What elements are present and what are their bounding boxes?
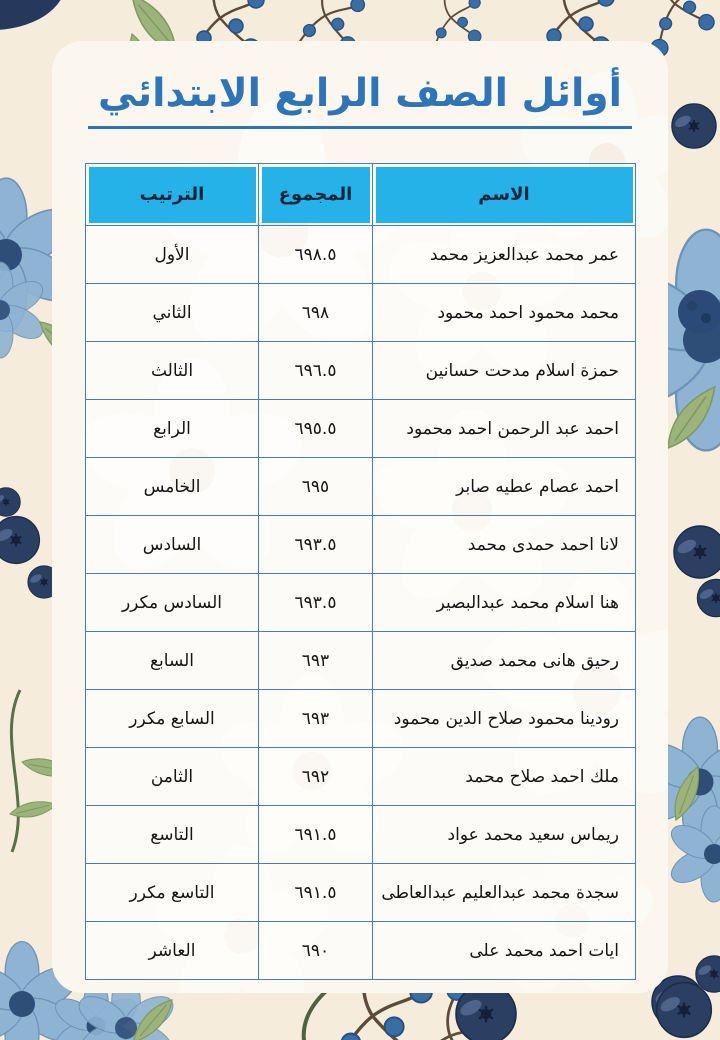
cell-total: ٦٩٥.٥ [258, 399, 373, 458]
cell-total: ٦٩٦.٥ [258, 341, 373, 400]
col-header-rank-label: الترتيب [139, 184, 205, 205]
cell-rank: التاسع مكرر [85, 863, 259, 922]
cell-total: ٦٩٣.٥ [258, 515, 373, 574]
cell-name: حمزة اسلام مدحت حسانين [372, 341, 636, 400]
cell-name: احمد عصام عطيه صابر [372, 457, 636, 516]
table-row: هنا اسلام محمد عبدالبصير ٦٩٣.٥ السادس مكرر [85, 573, 636, 632]
cell-rank: الثامن [85, 747, 259, 806]
cell-name: رودينا محمود صلاح الدين محمود [372, 689, 636, 748]
content-card: أوائل الصف الرابع الابتدائي الاسم المجمو… [52, 41, 668, 993]
table-row: رحيق هانى محمد صديق ٦٩٣ السابع [85, 631, 636, 690]
cell-total: ٦٩١.٥ [258, 863, 373, 922]
table-row: رودينا محمود صلاح الدين محمود ٦٩٣ السابع م… [85, 689, 636, 748]
title-section: أوائل الصف الرابع الابتدائي [52, 71, 668, 157]
cell-total: ٦٩٣.٥ [258, 573, 373, 632]
table-row: ريماس سعيد محمد عواد ٦٩١.٥ التاسع [85, 805, 636, 864]
cell-name: سجدة محمد عبدالعليم عبدالعاطى [372, 863, 636, 922]
col-header-total: المجموع [258, 163, 373, 226]
table-header-row: الاسم المجموع الترتيب [85, 163, 636, 226]
table-row: ملك احمد صلاح محمد ٦٩٢ الثامن [85, 747, 636, 806]
table-row: احمد عصام عطيه صابر ٦٩٥ الخامس [85, 457, 636, 516]
col-header-total-label: المجموع [278, 184, 353, 205]
table-row: لانا احمد حمدى محمد ٦٩٣.٥ السادس [85, 515, 636, 574]
cell-rank: الخامس [85, 457, 259, 516]
table-row: حمزة اسلام مدحت حسانين ٦٩٦.٥ الثالث [85, 341, 636, 400]
cell-total: ٦٩٠ [258, 921, 373, 980]
cell-name: ريماس سعيد محمد عواد [372, 805, 636, 864]
cell-name: ايات احمد محمد على [372, 921, 636, 980]
cell-total: ٦٩٨ [258, 283, 373, 342]
col-header-rank: الترتيب [85, 163, 259, 226]
col-header-name: الاسم [372, 163, 636, 226]
cell-rank: السادس مكرر [85, 573, 259, 632]
cell-total: ٦٩١.٥ [258, 805, 373, 864]
table-row: احمد عبد الرحمن احمد محمود ٦٩٥.٥ الرابع [85, 399, 636, 458]
cell-total: ٦٩٣ [258, 689, 373, 748]
cell-rank: الرابع [85, 399, 259, 458]
cell-name: احمد عبد الرحمن احمد محمود [372, 399, 636, 458]
cell-rank: السابع [85, 631, 259, 690]
cell-rank: التاسع [85, 805, 259, 864]
cell-name: عمر محمد عبدالعزيز محمد [372, 225, 636, 284]
cell-name: لانا احمد حمدى محمد [372, 515, 636, 574]
cell-rank: السابع مكرر [85, 689, 259, 748]
table-row: ايات احمد محمد على ٦٩٠ العاشر [85, 921, 636, 980]
col-header-name-label: الاسم [478, 184, 530, 205]
cell-rank: العاشر [85, 921, 259, 980]
table-row: عمر محمد عبدالعزيز محمد ٦٩٨.٥ الأول [85, 225, 636, 284]
cell-rank: الثالث [85, 341, 259, 400]
page-title: أوائل الصف الرابع الابتدائي [88, 71, 632, 129]
cell-name: رحيق هانى محمد صديق [372, 631, 636, 690]
results-table: الاسم المجموع الترتيب عمر محمد عبدالعزيز… [85, 163, 636, 980]
cell-total: ٦٩٢ [258, 747, 373, 806]
cell-name: محمد محمود احمد محمود [372, 283, 636, 342]
cell-rank: السادس [85, 515, 259, 574]
cell-rank: الثاني [85, 283, 259, 342]
table-body: عمر محمد عبدالعزيز محمد ٦٩٨.٥ الأول محمد مح… [85, 225, 636, 980]
cell-rank: الأول [85, 225, 259, 284]
table-row: محمد محمود احمد محمود ٦٩٨ الثاني [85, 283, 636, 342]
corner-blob [0, 0, 61, 30]
cell-name: ملك احمد صلاح محمد [372, 747, 636, 806]
table-row: سجدة محمد عبدالعليم عبدالعاطى ٦٩١.٥ التاسع… [85, 863, 636, 922]
cell-total: ٦٩٨.٥ [258, 225, 373, 284]
cell-name: هنا اسلام محمد عبدالبصير [372, 573, 636, 632]
cell-total: ٦٩٥ [258, 457, 373, 516]
cell-total: ٦٩٣ [258, 631, 373, 690]
